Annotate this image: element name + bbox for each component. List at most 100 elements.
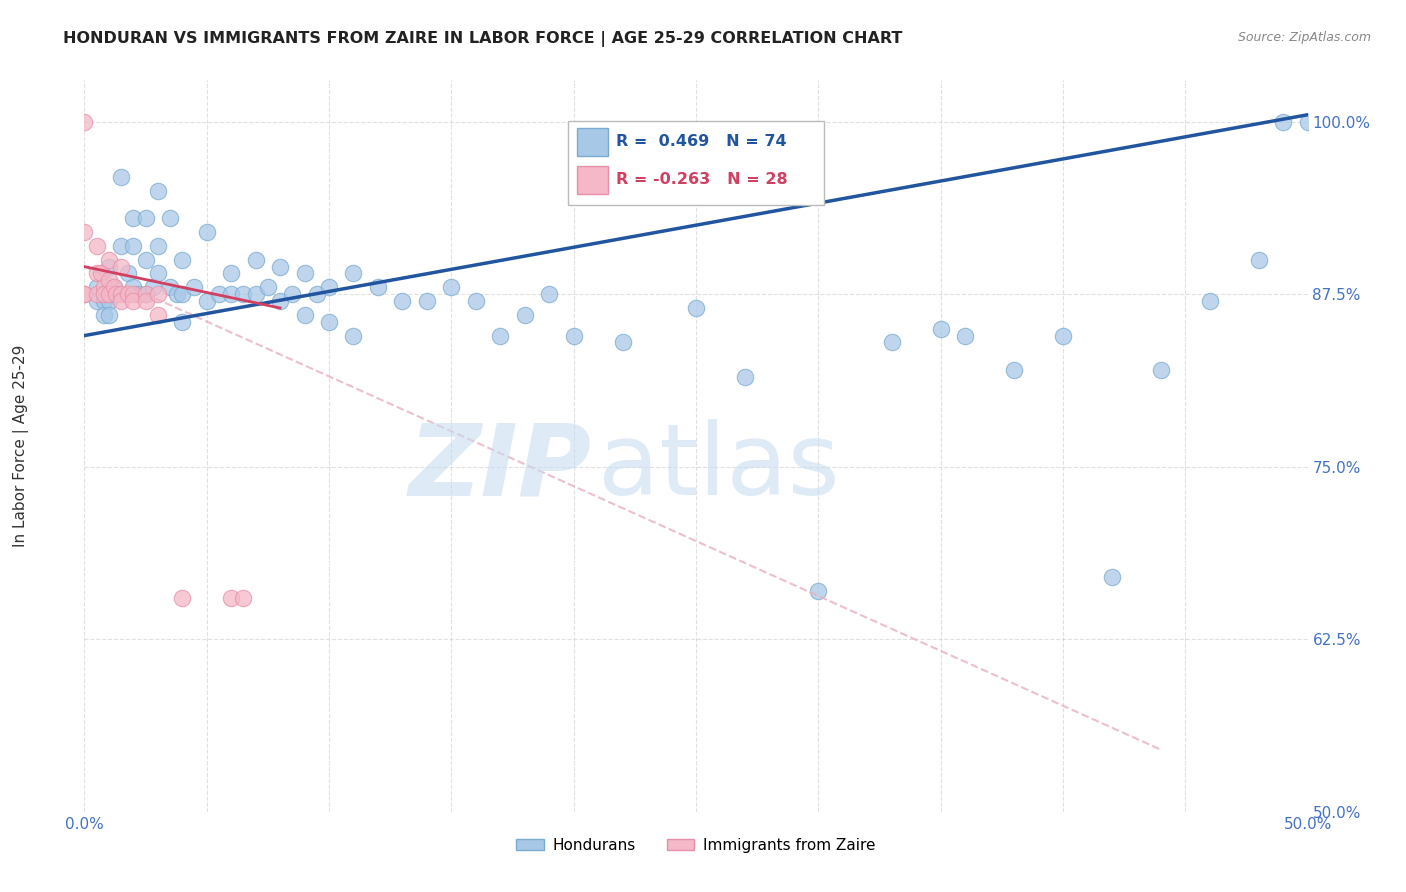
Point [219, 591, 242, 605]
Text: HONDURAN VS IMMIGRANTS FROM ZAIRE IN LABOR FORCE | AGE 25-29 CORRELATION CHART: HONDURAN VS IMMIGRANTS FROM ZAIRE IN LAB… [63, 31, 903, 47]
Point [110, 239, 132, 253]
Point [953, 328, 976, 343]
Point [172, 591, 194, 605]
Point [342, 328, 364, 343]
Point [135, 287, 157, 301]
Point [294, 308, 316, 322]
Point [489, 328, 512, 343]
Point [269, 294, 291, 309]
Point [86, 280, 108, 294]
Point [86, 287, 108, 301]
Point [232, 591, 254, 605]
Point [257, 280, 280, 294]
Point [146, 308, 169, 322]
Point [807, 583, 830, 598]
Point [146, 239, 169, 253]
Point [464, 294, 486, 309]
Point [318, 315, 340, 329]
Point [86, 267, 108, 281]
Point [367, 280, 389, 294]
Point [208, 287, 231, 301]
Legend: Hondurans, Immigrants from Zaire: Hondurans, Immigrants from Zaire [510, 831, 882, 859]
Point [1101, 570, 1123, 584]
Point [1198, 294, 1220, 309]
Point [73, 287, 96, 301]
Point [146, 184, 169, 198]
Point [93, 294, 115, 309]
Point [1247, 252, 1270, 267]
Point [416, 294, 439, 309]
Point [513, 308, 536, 322]
Point [146, 287, 169, 301]
Point [103, 280, 125, 294]
Point [117, 287, 139, 301]
Point [93, 280, 115, 294]
Point [685, 301, 707, 315]
Point [97, 273, 120, 287]
Point [1052, 328, 1074, 343]
Point [135, 252, 157, 267]
Point [127, 287, 149, 301]
Point [110, 260, 132, 274]
Point [281, 287, 304, 301]
Point [294, 267, 316, 281]
Point [122, 287, 145, 301]
Point [135, 211, 157, 226]
Point [219, 287, 242, 301]
Point [305, 287, 328, 301]
Point [93, 287, 115, 301]
Point [166, 287, 188, 301]
Point [612, 335, 634, 350]
Point [97, 287, 120, 301]
Point [97, 308, 120, 322]
Point [73, 287, 96, 301]
Point [135, 294, 157, 309]
Y-axis label: In Labor Force | Age 25-29: In Labor Force | Age 25-29 [13, 345, 28, 547]
Text: atlas: atlas [598, 419, 839, 516]
Point [562, 328, 585, 343]
Point [105, 287, 128, 301]
Point [1296, 114, 1319, 128]
Point [1002, 363, 1025, 377]
Text: ZIP: ZIP [409, 419, 592, 516]
Point [245, 252, 267, 267]
Text: R =  0.469   N = 74: R = 0.469 N = 74 [616, 134, 787, 149]
Point [1272, 114, 1295, 128]
Text: R = -0.263   N = 28: R = -0.263 N = 28 [616, 172, 789, 187]
Point [159, 211, 181, 226]
Point [232, 287, 254, 301]
Point [135, 287, 157, 301]
Point [110, 294, 132, 309]
Point [183, 280, 205, 294]
Point [86, 294, 108, 309]
Bar [578, 166, 607, 194]
Point [159, 280, 181, 294]
Point [172, 287, 194, 301]
Point [93, 308, 115, 322]
Point [103, 280, 125, 294]
Point [90, 267, 112, 281]
Point [97, 260, 120, 274]
Point [86, 239, 108, 253]
Point [269, 260, 291, 274]
Point [1150, 363, 1173, 377]
Point [391, 294, 413, 309]
Point [110, 169, 132, 184]
Text: Source: ZipAtlas.com: Source: ZipAtlas.com [1237, 31, 1371, 45]
Point [97, 252, 120, 267]
Point [172, 252, 194, 267]
Point [117, 267, 139, 281]
Point [73, 114, 96, 128]
Point [97, 294, 120, 309]
Point [195, 225, 218, 239]
Point [318, 280, 340, 294]
Bar [578, 128, 607, 155]
Point [929, 321, 952, 335]
Point [219, 267, 242, 281]
Point [122, 280, 145, 294]
Point [97, 287, 120, 301]
Point [734, 370, 756, 384]
Point [342, 267, 364, 281]
Point [172, 315, 194, 329]
Point [440, 280, 463, 294]
